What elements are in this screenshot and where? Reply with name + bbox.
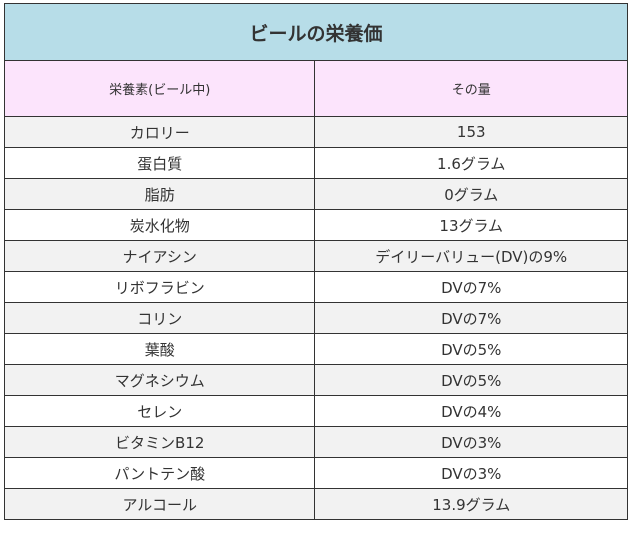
table-row: 脂肪 0グラム <box>3 178 628 210</box>
amount-cell: DVの5% <box>314 333 628 365</box>
nutrient-cell: マグネシウム <box>3 364 316 396</box>
amount-cell: DVの4% <box>314 395 628 427</box>
amount-cell: デイリーバリュー(DV)の9% <box>314 240 628 272</box>
nutrient-cell: コリン <box>3 302 316 334</box>
nutrient-cell: セレン <box>3 395 316 427</box>
amount-cell: 13グラム <box>314 209 628 241</box>
nutrient-cell: ナイアシン <box>3 240 316 272</box>
nutrient-cell: アルコール <box>3 488 316 520</box>
amount-cell: 1.6グラム <box>314 147 628 179</box>
table-row: コリン DVの7% <box>3 302 628 334</box>
table-row: ナイアシン デイリーバリュー(DV)の9% <box>3 240 628 272</box>
nutrient-cell: 炭水化物 <box>3 209 316 241</box>
table-body: カロリー 153 蛋白質 1.6グラム 脂肪 0グラム 炭水化物 13グラム ナ… <box>3 116 628 520</box>
table-row: 葉酸 DVの5% <box>3 333 628 365</box>
amount-cell: 13.9グラム <box>314 488 628 520</box>
table-row: ビタミンB12 DVの3% <box>3 426 628 458</box>
table-row: 蛋白質 1.6グラム <box>3 147 628 179</box>
column-header-nutrient: 栄養素(ビール中) <box>3 60 316 117</box>
nutrient-cell: カロリー <box>3 116 316 148</box>
table-row: リボフラビン DVの7% <box>3 271 628 303</box>
column-header-amount: その量 <box>314 60 628 117</box>
amount-cell: DVの3% <box>314 457 628 489</box>
table-row: 炭水化物 13グラム <box>3 209 628 241</box>
amount-cell: DVの3% <box>314 426 628 458</box>
nutrient-cell: 葉酸 <box>3 333 316 365</box>
amount-cell: DVの7% <box>314 302 628 334</box>
nutrient-cell: リボフラビン <box>3 271 316 303</box>
table-row: マグネシウム DVの5% <box>3 364 628 396</box>
amount-cell: 153 <box>314 116 628 148</box>
table-row: パントテン酸 DVの3% <box>3 457 628 489</box>
table-row: アルコール 13.9グラム <box>3 488 628 520</box>
amount-cell: DVの7% <box>314 271 628 303</box>
header-row: 栄養素(ビール中) その量 <box>3 60 628 117</box>
amount-cell: 0グラム <box>314 178 628 210</box>
nutrient-cell: ビタミンB12 <box>3 426 316 458</box>
nutrient-cell: 蛋白質 <box>3 147 316 179</box>
table-row: セレン DVの4% <box>3 395 628 427</box>
nutrient-cell: パントテン酸 <box>3 457 316 489</box>
amount-cell: DVの5% <box>314 364 628 396</box>
nutrient-cell: 脂肪 <box>3 178 316 210</box>
table-title: ビールの栄養価 <box>4 3 628 61</box>
table-row: カロリー 153 <box>3 116 628 148</box>
title-row: ビールの栄養価 <box>4 3 628 61</box>
nutrition-table: ビールの栄養価 栄養素(ビール中) その量 カロリー 153 蛋白質 1.6グラ… <box>3 3 628 520</box>
